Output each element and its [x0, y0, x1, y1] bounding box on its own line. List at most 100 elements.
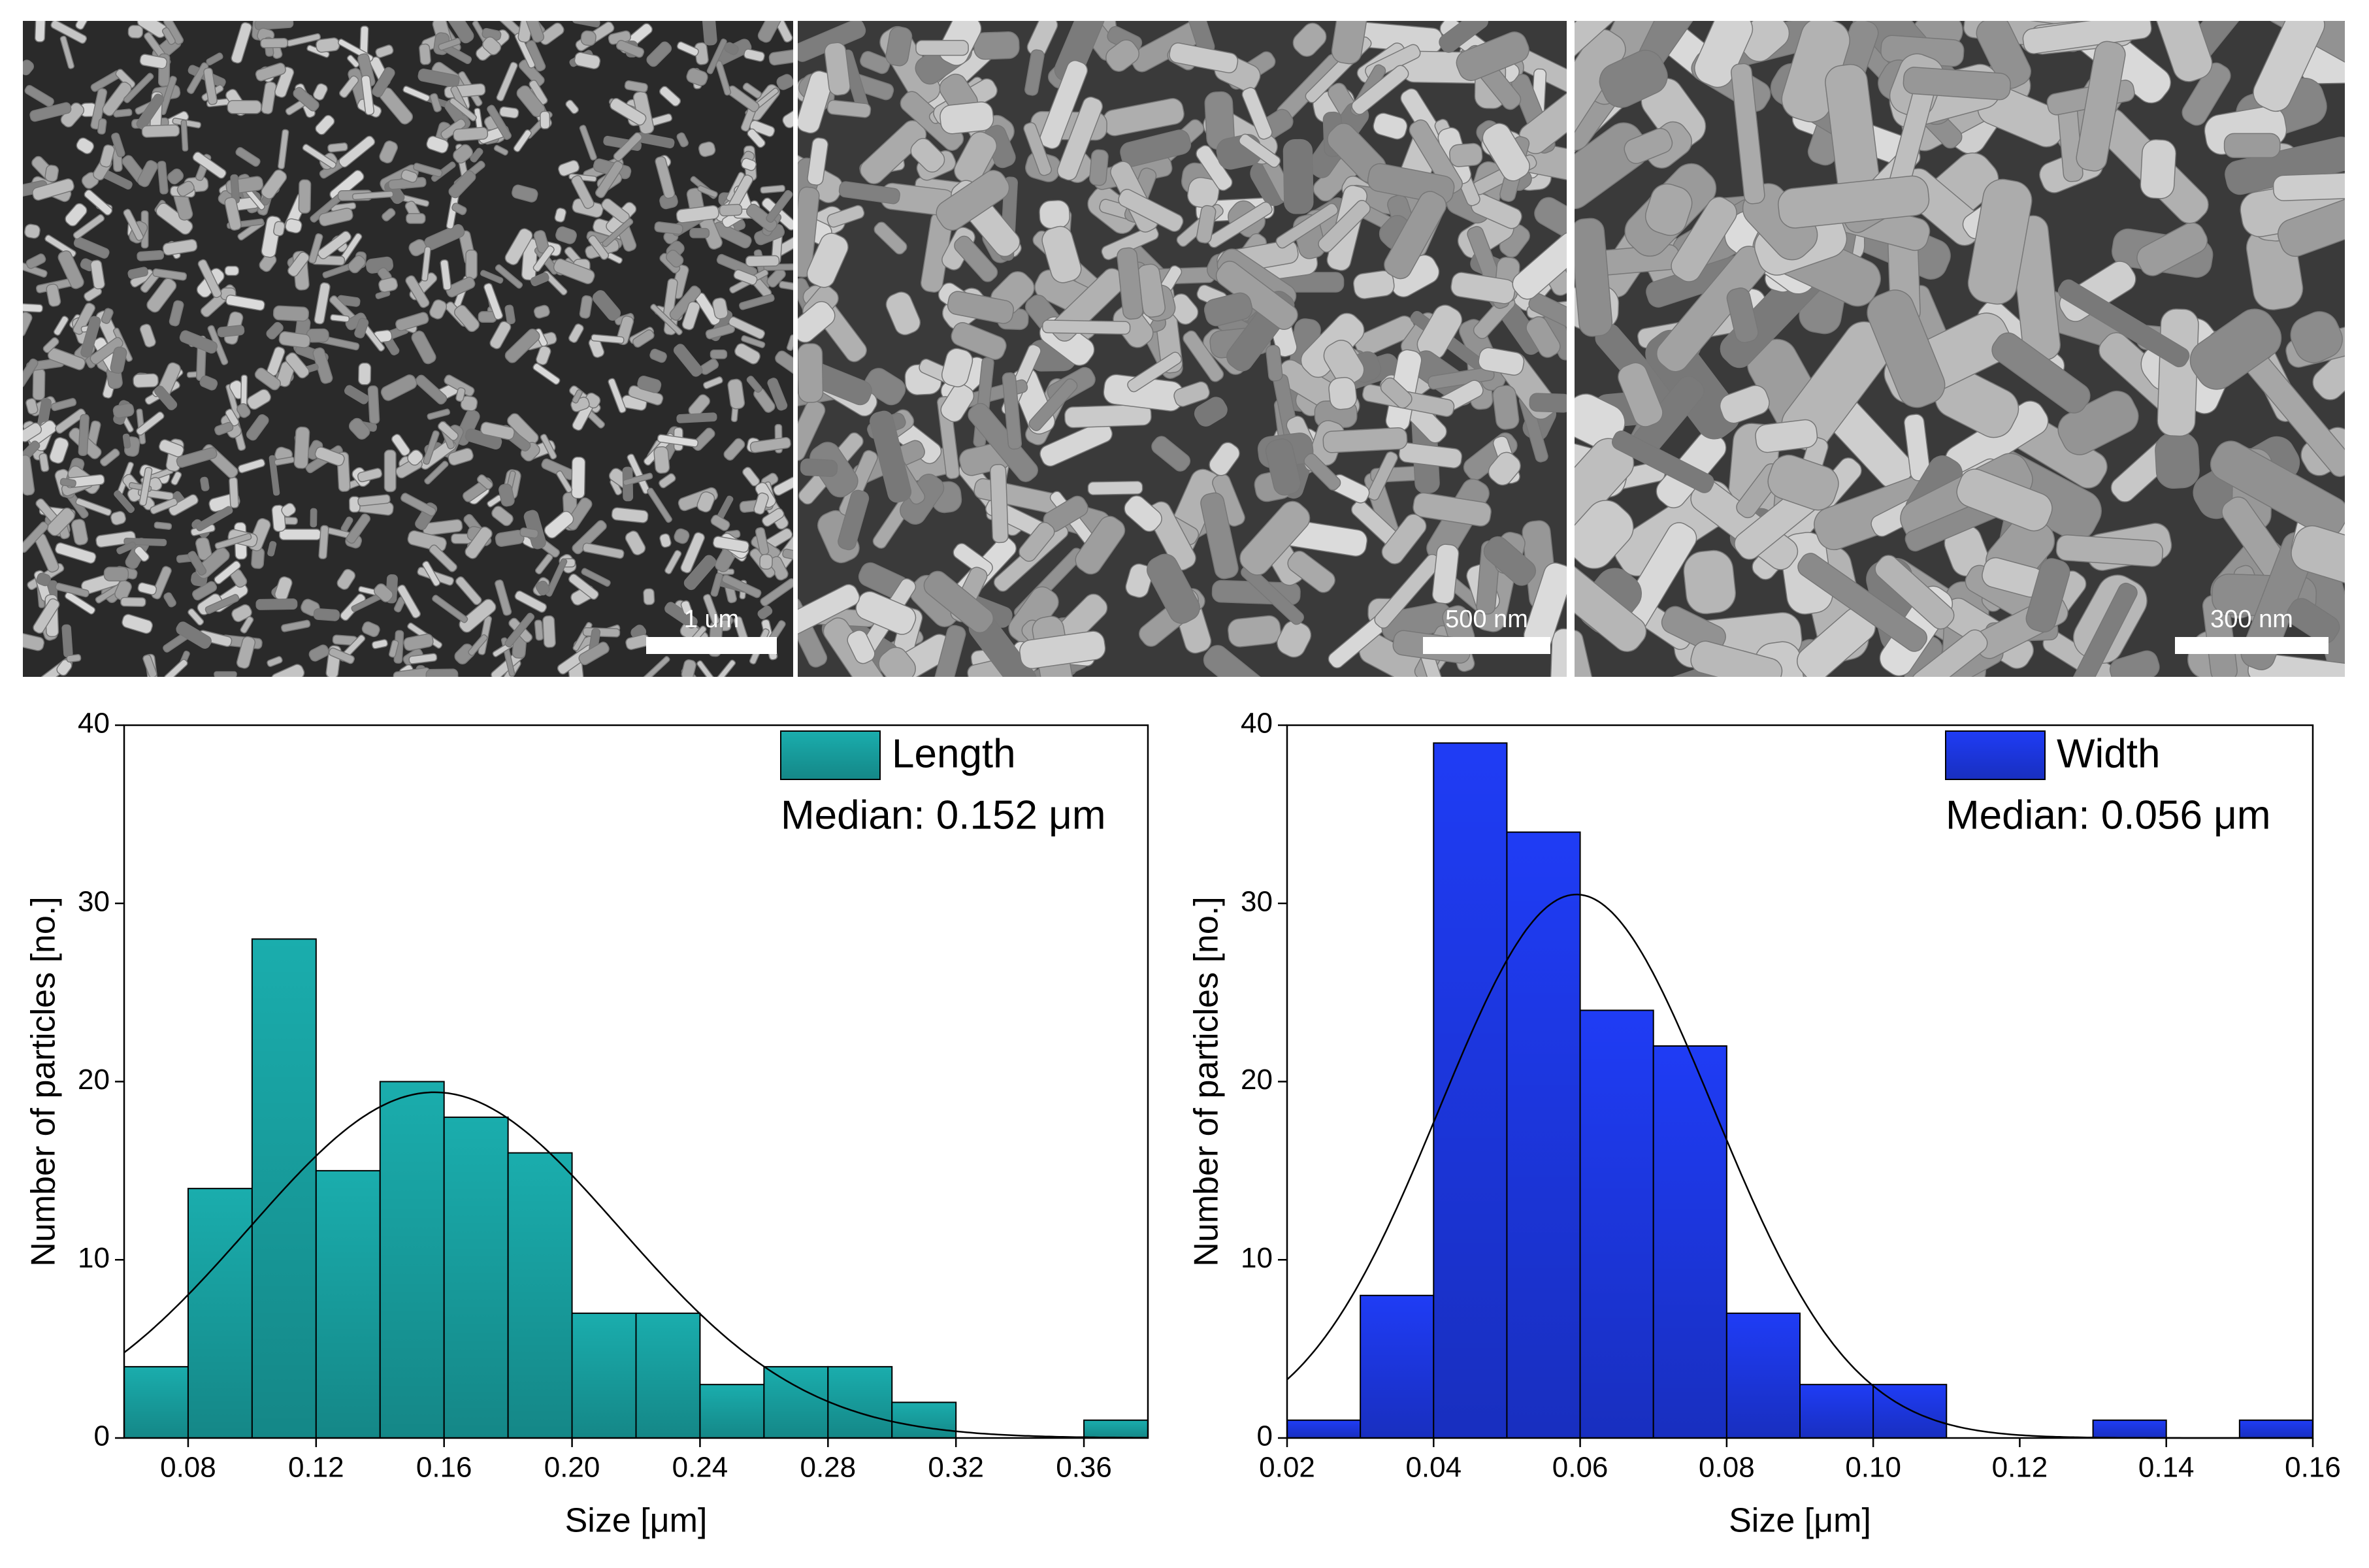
particle [1239, 500, 1311, 576]
particle [533, 304, 550, 319]
particle [419, 43, 431, 65]
particle [2157, 308, 2199, 437]
particle [75, 21, 90, 30]
particle [676, 41, 699, 57]
particle [874, 221, 907, 255]
particle [1024, 49, 1045, 96]
particle [261, 169, 287, 199]
particle [689, 227, 710, 238]
particle [163, 592, 176, 608]
particle [838, 181, 900, 204]
particle [110, 346, 127, 374]
particle [1039, 59, 1088, 150]
particle [1322, 427, 1408, 453]
x-tick-label: 0.36 [1056, 1452, 1112, 1484]
particle [1575, 552, 1647, 652]
particle [453, 144, 473, 164]
scale-bar [1423, 637, 1550, 654]
particle [357, 468, 383, 483]
particle [115, 69, 136, 90]
sem-image [798, 21, 1567, 677]
y-tick-label: 40 [1241, 708, 1273, 740]
particle [915, 40, 969, 56]
particle [459, 598, 497, 633]
particle [681, 301, 700, 331]
particle [798, 583, 860, 641]
particle [227, 100, 262, 114]
particle [681, 659, 696, 677]
particle [344, 385, 369, 404]
particle [240, 616, 254, 634]
particle [477, 474, 493, 490]
particle [225, 294, 265, 311]
x-tick-label: 0.24 [672, 1452, 728, 1484]
particle [1456, 31, 1529, 82]
particle [664, 549, 682, 574]
particle [176, 621, 212, 649]
particle [712, 536, 749, 553]
particle [49, 437, 69, 464]
particle [1380, 377, 1413, 409]
particle [2253, 21, 2325, 112]
particle [1661, 606, 1726, 653]
x-tick-label: 0.16 [2285, 1452, 2341, 1484]
particle [2057, 390, 2139, 455]
particle [1398, 442, 1463, 469]
particle [281, 502, 297, 517]
particle [1767, 454, 1839, 511]
particle [504, 328, 540, 363]
particle [139, 54, 168, 69]
particle [23, 632, 45, 651]
particle [254, 21, 294, 31]
particle [269, 455, 280, 496]
particle [214, 671, 237, 677]
particle [776, 74, 793, 90]
particle [50, 21, 88, 44]
particle [1694, 21, 1754, 88]
particle [358, 362, 372, 385]
particle [116, 541, 137, 555]
particle [285, 352, 310, 379]
particle [579, 125, 597, 161]
particle [930, 625, 966, 677]
particle [348, 417, 370, 440]
x-tick-label: 0.04 [1405, 1452, 1462, 1484]
particle [32, 368, 46, 400]
particle [136, 411, 165, 436]
particle [137, 582, 157, 595]
particle [611, 507, 649, 523]
particle [591, 334, 625, 344]
particle [703, 594, 720, 625]
particle [653, 446, 670, 474]
particle [36, 572, 51, 587]
particle [372, 67, 395, 97]
particle [423, 430, 440, 465]
particle [254, 367, 282, 391]
bar-shade [828, 1366, 892, 1438]
particle [587, 235, 610, 260]
legend-label: Width [2057, 731, 2160, 776]
particle [25, 253, 46, 269]
particle [346, 514, 371, 544]
particle [167, 168, 184, 185]
particle [519, 527, 539, 539]
particle [278, 331, 311, 348]
particle [374, 583, 393, 602]
particle [650, 304, 683, 336]
particle [339, 75, 359, 98]
particle [1755, 419, 1818, 453]
particle [231, 22, 252, 64]
particle [66, 654, 82, 663]
particle [32, 178, 74, 201]
particle [382, 208, 396, 221]
particle [702, 376, 723, 389]
particle [1002, 372, 1022, 450]
particle [192, 581, 218, 601]
particle [779, 280, 793, 291]
x-tick-label: 0.08 [160, 1452, 216, 1484]
particle [1719, 385, 1770, 424]
particle [281, 619, 311, 632]
particle [246, 414, 269, 441]
particle [712, 297, 728, 319]
particle [522, 21, 545, 43]
